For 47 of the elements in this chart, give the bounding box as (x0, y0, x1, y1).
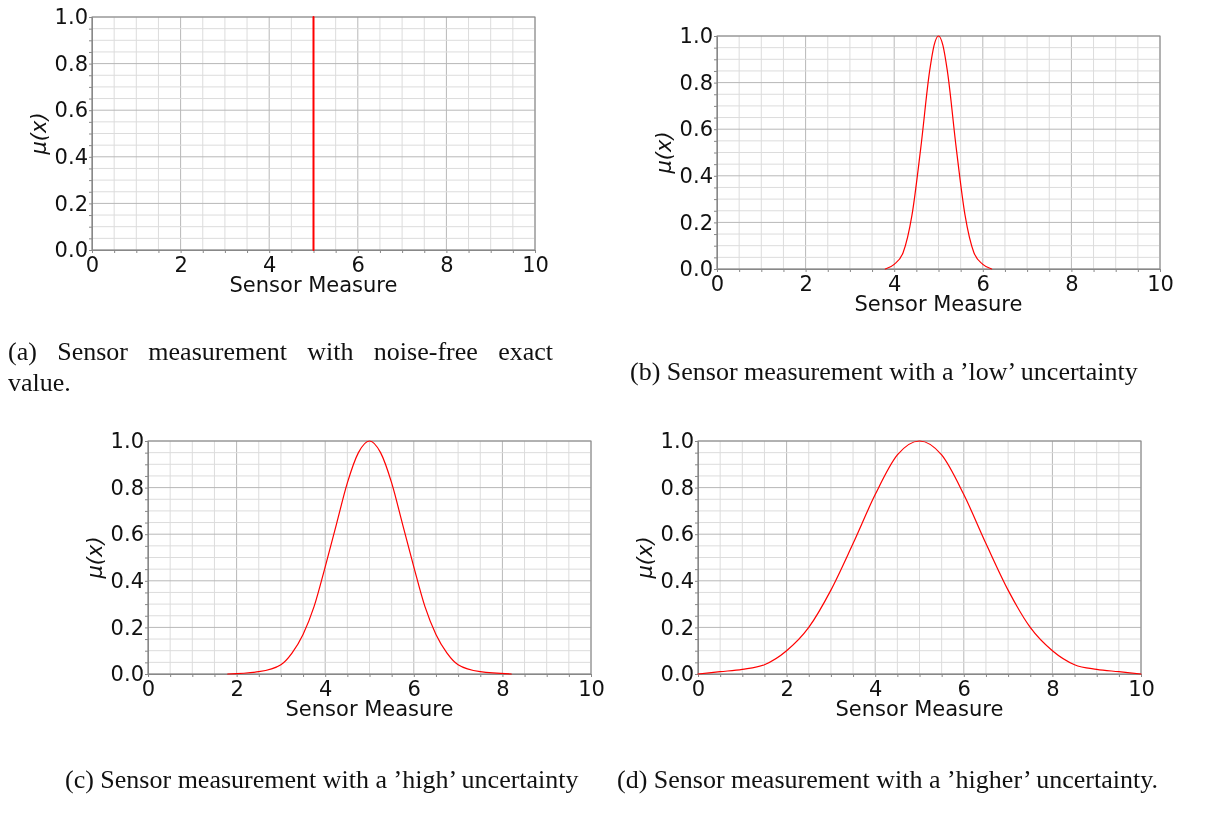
y-tick-label: 0.8 (110, 475, 144, 500)
text: (a) Sensor measurement with noise-free exact value. (8, 336, 553, 398)
y-tick-label: 0.4 (110, 569, 144, 594)
y-tick-label: 0.0 (54, 238, 88, 263)
x-tick-label: 8 (1065, 271, 1079, 296)
line-series (697, 440, 1142, 675)
y-tick-label: 0.4 (660, 569, 694, 594)
y-tick-label: 0.6 (660, 522, 694, 547)
x-tick-label: 8 (496, 676, 510, 701)
y-tick-label: 0.6 (54, 98, 88, 123)
y-tick-label: 0.4 (54, 145, 88, 170)
x-tick-label: 8 (1046, 676, 1060, 701)
y-axis-title: μ(x) (633, 536, 657, 580)
x-tick-label: 2 (799, 271, 813, 296)
x-tick-label: 10 (522, 252, 549, 277)
x-tick-label: 8 (440, 252, 454, 277)
line-series (884, 35, 993, 270)
y-tick-label: 0.8 (679, 70, 713, 95)
x-tick-label: 10 (578, 676, 605, 701)
y-tick-label: 0.6 (679, 117, 713, 142)
y-tick-label: 0.0 (110, 662, 144, 687)
y-tick-label: 0.2 (660, 615, 694, 640)
y-tick-label: 0.2 (54, 191, 88, 216)
y-tick-label: 0.2 (110, 615, 144, 640)
x-tick-label: 2 (174, 252, 188, 277)
y-tick-label: 1.0 (110, 429, 144, 454)
y-tick-label: 0.8 (54, 51, 88, 76)
y-tick-label: 0.6 (110, 522, 144, 547)
y-tick-label: 0.4 (679, 164, 713, 189)
x-tick-label: 10 (1147, 271, 1174, 296)
y-tick-label: 1.0 (54, 5, 88, 30)
text: (c) Sensor measurement with a ’high’ uncertainty (65, 764, 580, 795)
text: (b) Sensor measurement with a ’low’ uncertainty (630, 356, 1139, 387)
y-tick-label: 0.8 (660, 475, 694, 500)
y-tick-label: 0.0 (660, 662, 694, 687)
line-series (227, 440, 512, 675)
y-axis-title: μ(x) (83, 536, 107, 580)
y-tick-label: 0.0 (679, 257, 713, 282)
y-tick-label: 1.0 (660, 429, 694, 454)
text: (d) Sensor measurement with a ’higher’ uncertainty. (617, 764, 1159, 795)
y-tick-label: 0.2 (679, 210, 713, 235)
y-axis-title: μ(x) (652, 131, 676, 175)
y-tick-label: 1.0 (679, 24, 713, 49)
x-tick-label: 2 (780, 676, 794, 701)
y-axis-title: μ(x) (27, 112, 51, 156)
x-tick-label: 10 (1128, 676, 1155, 701)
x-tick-label: 2 (230, 676, 244, 701)
